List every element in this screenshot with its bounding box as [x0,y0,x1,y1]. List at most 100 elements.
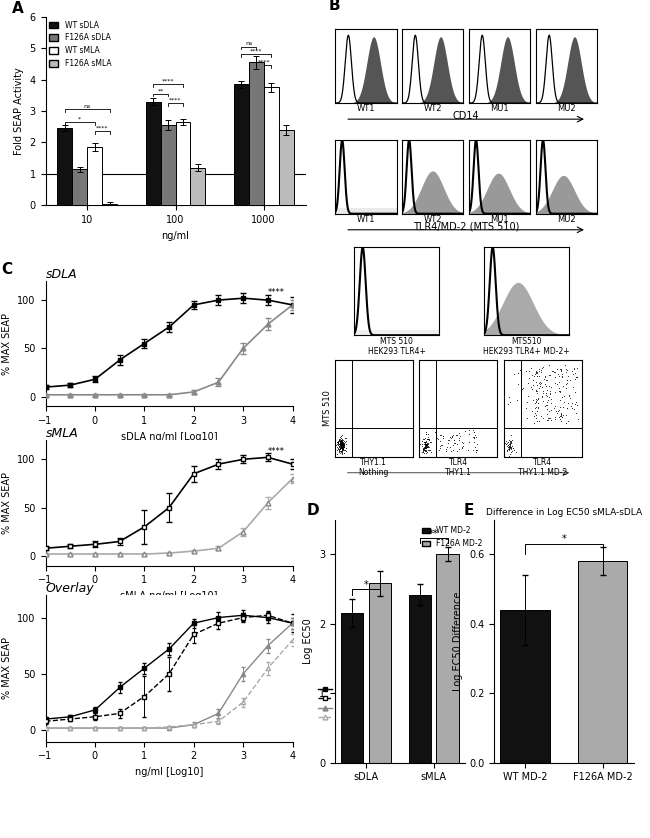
Point [330,438,341,452]
Y-axis label: % MAX SEAP: % MAX SEAP [2,313,12,375]
Point [335,437,345,450]
Point [564,388,574,401]
Point [516,381,526,395]
Point [505,395,515,408]
Point [554,394,565,407]
Text: *: * [78,116,81,122]
Point [335,434,345,447]
Point [337,440,348,453]
Point [335,437,345,450]
Point [336,438,346,452]
X-axis label: sDLA ng/ml [Log10]: sDLA ng/ml [Log10] [121,432,217,442]
Point [468,431,478,444]
Point [337,433,347,447]
Point [556,408,566,422]
Point [532,392,543,406]
Point [469,435,479,448]
Point [471,443,482,457]
Point [336,442,346,455]
Point [417,445,428,458]
Point [341,437,351,451]
Point [509,443,519,457]
Point [571,362,582,375]
Text: ****: **** [169,97,182,102]
Point [505,434,515,447]
Point [421,442,431,456]
Point [530,375,541,389]
Point [335,437,346,450]
Point [566,399,577,412]
Point [522,396,532,409]
Point [338,442,348,456]
Point [562,373,573,386]
Point [336,439,346,453]
Point [335,436,345,449]
Point [540,372,550,385]
X-axis label: WT1: WT1 [356,105,375,113]
Point [337,437,348,451]
Point [500,434,511,447]
Point [540,400,550,413]
Point [335,440,346,453]
Point [556,414,566,427]
Point [421,440,432,453]
Y-axis label: MTS 510: MTS 510 [323,391,332,427]
Text: CD14: CD14 [453,111,479,121]
Point [423,439,434,453]
Point [464,436,474,449]
Point [421,439,432,453]
Point [551,363,562,376]
Point [422,427,433,440]
Point [530,406,540,420]
Point [545,392,556,406]
Point [421,434,431,447]
Point [337,440,347,453]
Point [335,437,346,451]
Point [554,385,565,398]
Point [419,437,430,450]
Point [423,440,434,453]
Point [421,437,432,451]
Point [333,435,343,448]
Legend: WT sDLA, WT sMLA, F126A sDLA, F126A sMLA: WT sDLA, WT sMLA, F126A sDLA, F126A sMLA [315,684,383,723]
Point [504,441,515,454]
Point [538,394,549,407]
Point [562,373,573,386]
Point [335,431,346,444]
Point [437,429,448,442]
Point [337,438,348,452]
Point [421,427,431,441]
Point [338,442,348,456]
Point [536,380,547,394]
Point [419,440,430,453]
Point [420,441,430,454]
Point [338,438,348,452]
Point [551,370,561,384]
Point [335,437,345,451]
Point [423,433,434,447]
Point [421,426,432,439]
Point [337,437,347,451]
Bar [87,147,102,205]
Point [431,424,441,437]
Point [562,376,573,390]
Point [504,441,514,454]
Point [437,438,447,452]
Point [421,427,431,441]
Point [339,437,350,451]
Point [504,439,514,453]
Point [421,439,432,453]
Point [506,434,516,447]
Point [553,381,564,395]
Point [337,437,347,451]
Point [534,380,545,393]
Point [471,437,482,451]
Point [545,385,555,399]
Point [335,435,346,448]
Point [336,433,346,447]
Point [449,437,460,450]
Point [569,402,579,416]
Point [419,436,430,449]
Bar [500,610,550,763]
Point [565,391,575,405]
